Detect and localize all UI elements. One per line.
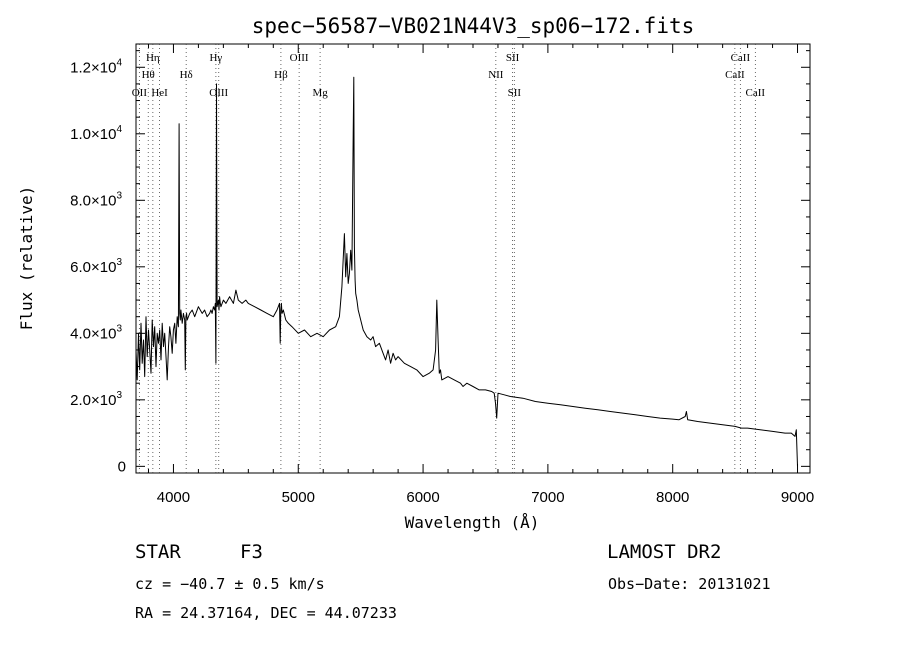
spectral-line-label: Hγ [209, 52, 222, 64]
y-tick-exponent: 3 [116, 257, 122, 268]
y-tick-mantissa: 1.0×10 [70, 126, 116, 143]
spectral-line-label: Hβ [274, 69, 288, 81]
spectral-line-label: Hδ [180, 69, 193, 81]
y-tick-mantissa: 1.2×10 [70, 59, 116, 76]
y-tick-label: 4.0×103 [70, 323, 122, 342]
y-tick-mantissa: 0 [118, 458, 126, 475]
y-tick-exponent: 4 [116, 57, 122, 68]
y-tick-label: 6.0×103 [70, 257, 122, 276]
survey-name: LAMOST DR2 [607, 541, 722, 563]
spectral-line-label: CaII [725, 69, 745, 81]
y-axis-label: Flux (relative) [17, 186, 36, 331]
x-tick-label: 6000 [406, 489, 439, 506]
spectral-line-label: Hθ [142, 69, 155, 81]
x-tick-label: 8000 [656, 489, 689, 506]
y-tick-mantissa: 2.0×10 [70, 392, 116, 409]
y-tick-mantissa: 6.0×10 [70, 259, 116, 276]
ra-dec: RA = 24.37164, DEC = 44.07233 [135, 604, 397, 622]
y-tick-label: 8.0×103 [70, 190, 122, 209]
y-tick-mantissa: 4.0×10 [70, 325, 116, 342]
spectral-line-label: CaII [731, 52, 751, 64]
redshift-cz: cz = −40.7 ± 0.5 km/s [135, 575, 325, 593]
spectral-line-label: OIII [209, 87, 228, 99]
spectral-line-label: Mg [312, 87, 328, 99]
y-tick-label: 2.0×103 [70, 390, 122, 409]
spectral-line-label: HeI [151, 87, 168, 99]
y-tick-exponent: 3 [116, 390, 122, 401]
y-tick-label: 1.2×104 [70, 57, 122, 76]
obs-date: Obs−Date: 20131021 [608, 575, 771, 593]
y-tick-exponent: 4 [116, 124, 122, 135]
y-tick-exponent: 3 [116, 323, 122, 334]
plot-frame [135, 43, 811, 474]
x-tick-label: 4000 [157, 489, 190, 506]
x-axis-label: Wavelength (Å) [405, 513, 540, 532]
spectral-line-label: SII [506, 52, 520, 64]
x-tick-label: 5000 [282, 489, 315, 506]
y-tick-mantissa: 8.0×10 [70, 192, 116, 209]
x-tick-label: 9000 [781, 489, 814, 506]
spectral-line-label: OIII [290, 52, 309, 64]
spectral-line-label: Hη [146, 52, 160, 64]
spectrum-chart: OIIHηHθHeIHδHγOIIIHβOIIIMgSIINIISIICaIIC… [17, 14, 814, 532]
x-tick-label: 7000 [531, 489, 564, 506]
spectral-line-label: CaII [746, 87, 766, 99]
chart-title: spec−56587−VB021N44V3_sp06−172.fits [252, 14, 695, 38]
y-tick-label: 1.0×104 [70, 124, 122, 143]
spectral-line-label: NII [488, 69, 504, 81]
y-tick-exponent: 3 [116, 190, 122, 201]
spectral-line-label: SII [508, 87, 522, 99]
spectrum-series-line [135, 76, 798, 467]
y-tick-label: 0 [118, 458, 126, 475]
object-subclass: F3 [240, 541, 263, 563]
spectral-line-label: OII [132, 87, 148, 99]
object-class: STAR [135, 541, 181, 563]
